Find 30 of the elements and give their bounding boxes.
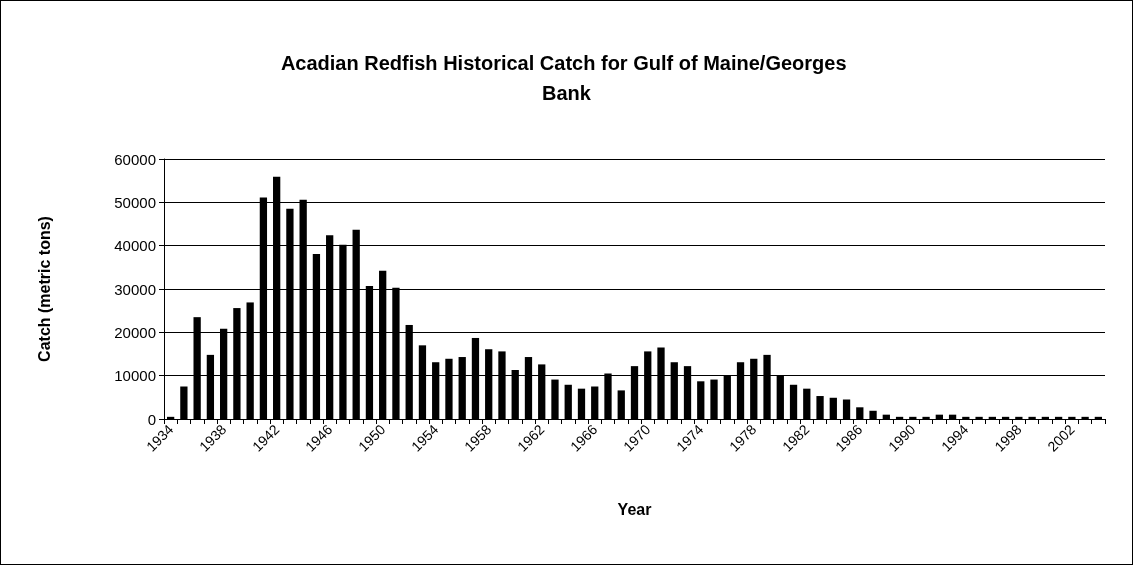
bar	[922, 416, 930, 419]
bar	[829, 397, 837, 419]
bar	[842, 399, 851, 419]
bar	[551, 379, 559, 419]
y-tick-label: 30000	[114, 280, 156, 298]
bar	[1028, 416, 1036, 419]
bar	[1068, 416, 1076, 419]
chart-title: Acadian Redfish Historical Catch for Gulf of Maine/Georges Bank	[280, 52, 853, 104]
y-tick-label: 10000	[114, 367, 156, 385]
bar	[869, 410, 877, 419]
bar	[180, 386, 188, 419]
y-tick-label: 60000	[114, 150, 156, 168]
bar	[577, 388, 586, 419]
y-axis-title: Catch (metric tons)	[35, 216, 53, 362]
bar	[856, 407, 864, 419]
bar	[564, 384, 572, 419]
y-tick-label: 50000	[114, 193, 156, 211]
bar	[816, 396, 824, 419]
bar	[710, 379, 718, 419]
bar	[697, 381, 705, 419]
bar	[1081, 416, 1089, 419]
bar	[617, 390, 625, 419]
bar	[975, 416, 983, 419]
y-tick-label: 20000	[114, 323, 156, 341]
bar	[591, 386, 599, 419]
x-axis-title: Year	[617, 500, 652, 518]
y-tick-label: 40000	[114, 237, 156, 255]
bar	[803, 388, 811, 419]
y-tick-label: 0	[147, 410, 156, 428]
bar	[789, 384, 798, 419]
